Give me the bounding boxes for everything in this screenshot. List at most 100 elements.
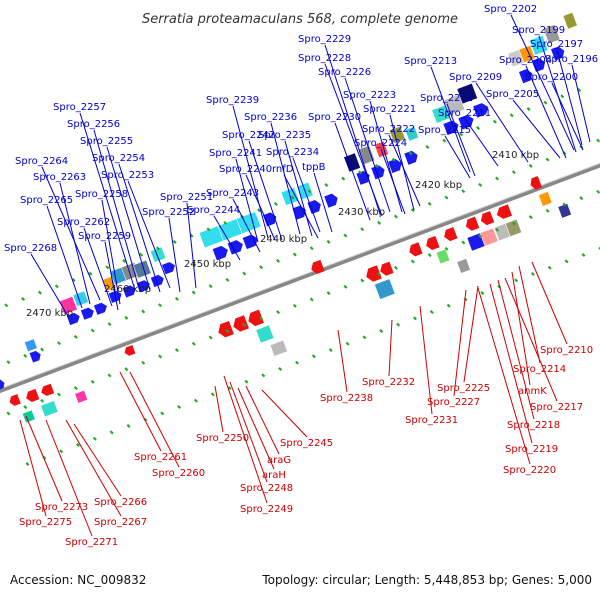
- scale-tick: [107, 322, 112, 327]
- scale-tick: [427, 201, 432, 206]
- scale-tick: [343, 284, 348, 289]
- scale-label-2450-kbp: 2450 kbp: [184, 259, 231, 270]
- gene-glyph-61: [420, 252, 440, 271]
- leader-line-spro-2253: [127, 180, 171, 289]
- scale-tick: [73, 334, 78, 339]
- scale-label-2470-kbp: 2470 kbp: [26, 308, 73, 319]
- leader-line-spro-2217: [504, 277, 558, 402]
- scale-tick: [379, 329, 384, 333]
- scale-tick: [191, 341, 196, 346]
- scale-tick: [25, 462, 30, 466]
- scale-tick: [459, 132, 464, 137]
- backbone-highlight: [0, 162, 600, 390]
- scale-tick: [596, 138, 600, 143]
- leader-line-spro-2209: [475, 82, 529, 163]
- gene-box: [255, 324, 275, 344]
- leader-line-anmk: [511, 271, 531, 386]
- gene-glyph-34: [262, 212, 277, 227]
- leader-line-spro-2210: [531, 261, 568, 345]
- gene-glyph-10: [40, 400, 59, 418]
- scale-tick: [23, 353, 28, 358]
- gene-glyph-6: [9, 394, 21, 406]
- reverse-gene-arrow: [26, 388, 40, 402]
- scale-tick: [172, 240, 177, 244]
- leader-line-spro-2232: [388, 319, 393, 377]
- scale-tick: [547, 265, 552, 270]
- leader-line-spro-2211: [464, 118, 499, 167]
- forward-gene-label-spro-2255: Spro_2255: [80, 136, 133, 147]
- forward-gene-label-spro-2199: Spro_2199: [512, 25, 565, 36]
- scale-tick: [543, 100, 548, 105]
- leader-line-spro-2202: [510, 14, 575, 151]
- gene-glyph-45: [311, 259, 325, 274]
- scale-tick: [88, 271, 93, 276]
- scale-tick: [139, 252, 144, 257]
- gene-glyph-41: [233, 315, 249, 332]
- scale-tick: [343, 233, 348, 238]
- reverse-gene-arrow: [9, 394, 21, 406]
- scale-tick: [124, 367, 129, 372]
- gene-glyph-9: [22, 409, 36, 424]
- forward-gene-label-spro-2221: Spro_2221: [363, 104, 416, 115]
- map-title: Serratia proteamaculans 568, complete ge…: [142, 12, 458, 27]
- gene-glyph-48: [374, 278, 396, 300]
- forward-gene-arrow: [404, 150, 418, 165]
- leader-line-spro-2271: [45, 419, 93, 537]
- gene-glyph-43: [255, 324, 275, 344]
- scale-tick: [528, 215, 533, 220]
- leader-line-spro-2225: [463, 285, 479, 383]
- scale-tick: [208, 284, 213, 289]
- scale-tick: [495, 227, 500, 232]
- forward-gene-label-spro-2256: Spro_2256: [67, 119, 120, 130]
- leader-line-spro-2239: [232, 105, 269, 239]
- gene-glyph-77: [530, 176, 542, 190]
- scale-tick: [328, 348, 333, 352]
- scale-tick: [261, 373, 266, 378]
- scale-tick: [596, 189, 600, 194]
- leader-line-spro-2204: [525, 65, 567, 159]
- reverse-gene-arrow: [426, 235, 440, 251]
- gene-box: [24, 338, 38, 352]
- leader-line-spro-2273: [25, 415, 63, 502]
- scale-tick: [193, 398, 198, 403]
- leader-line-spro-2254: [118, 163, 161, 293]
- leader-line-spro-2218: [497, 279, 535, 420]
- gene-box: [538, 191, 553, 207]
- reverse-gene-arrow: [380, 261, 394, 276]
- forward-gene-label-spro-2197: Spro_2197: [530, 39, 583, 50]
- forward-gene-label-spro-2257: Spro_2257: [53, 102, 106, 113]
- gene-box: [479, 227, 499, 247]
- reverse-gene-label-spro-2232: Spro_2232: [362, 377, 415, 388]
- gene-box: [374, 278, 396, 300]
- scale-tick: [492, 119, 497, 124]
- forward-gene-arrow: [388, 158, 402, 174]
- scale-tick: [444, 246, 449, 251]
- forward-gene-label-spro-2239: Spro_2239: [206, 95, 259, 106]
- gene-box: [562, 12, 578, 30]
- gene-glyph-76: [505, 218, 522, 237]
- scale-tick: [360, 227, 365, 232]
- leader-line-spro-2234: [292, 157, 321, 233]
- gene-glyph-79: [557, 203, 572, 219]
- reverse-gene-arrow: [366, 265, 382, 282]
- reverse-gene-label-spro-2245: Spro_2245: [280, 438, 333, 449]
- gene-glyph-57: [404, 126, 419, 142]
- reverse-gene-label-spro-2238: Spro_2238: [320, 393, 373, 404]
- gene-glyph-5: [29, 350, 41, 363]
- gene-box: [557, 203, 572, 219]
- leader-line-spro-2256: [93, 129, 141, 293]
- scale-label-2440-kbp: 2440 kbp: [260, 234, 307, 245]
- accession-text: Accession: NC_009832: [10, 573, 147, 587]
- gene-glyph-72: [496, 204, 513, 219]
- leader-line-spro-2267: [65, 419, 122, 517]
- scale-tick: [292, 303, 297, 308]
- scale-tick: [326, 291, 331, 296]
- gene-box: [40, 400, 59, 418]
- forward-gene-label-spro-2200: Spro_2200: [525, 72, 578, 83]
- gene-glyph-26: [162, 262, 176, 275]
- reverse-gene-label-spro-2217: Spro_2217: [530, 402, 583, 413]
- scale-tick: [23, 405, 28, 410]
- leader-line-spro-2263: [59, 182, 91, 305]
- reverse-gene-label-spro-2267: Spro_2267: [94, 517, 147, 528]
